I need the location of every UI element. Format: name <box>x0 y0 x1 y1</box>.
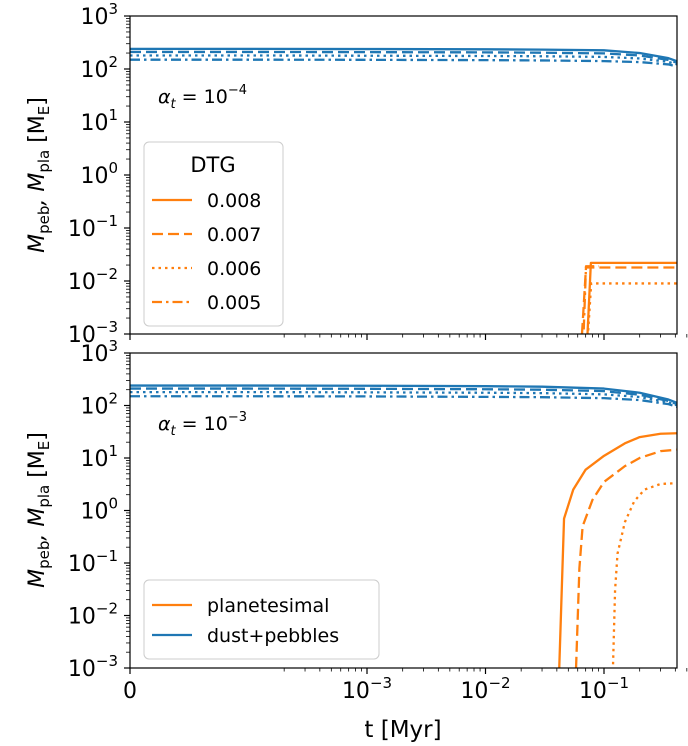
bottom-y-axis: 103 102 101 100 10−1 10−2 10−3 <box>68 337 130 682</box>
top-ytick-label: 10−1 <box>68 212 118 242</box>
top-ytick-label: 10−2 <box>68 265 118 295</box>
bottom-ytick-label: 102 <box>80 390 118 420</box>
top-legend-box <box>143 141 284 327</box>
top-line-planetesimal-0.008 <box>586 261 677 334</box>
top-ylabel: Mpeb, Mpla [ME] <box>25 97 53 253</box>
top-legend-title: DTG <box>190 153 235 177</box>
bottom-line-planetesimal-0.006 <box>611 481 677 668</box>
bottom-ytick-label: 10−1 <box>68 547 118 577</box>
bottom-xlabel: t [Myr] <box>364 717 441 743</box>
top-line-dust-pebbles-0.008 <box>130 47 677 63</box>
bottom-line-dust-pebbles-0.008 <box>130 384 677 405</box>
top-legend: DTG 0.008 0.007 0.006 0.005 <box>143 141 284 327</box>
top-x-ticks <box>129 334 688 340</box>
top-series-group <box>130 47 677 334</box>
top-ytick-label: 100 <box>80 159 118 189</box>
bottom-line-planetesimal-0.007 <box>574 448 677 668</box>
top-legend-label: 0.006 <box>207 258 261 280</box>
bottom-legend-box <box>143 579 380 660</box>
top-panel: 103 102 101 100 10−1 10−2 10−3 αt = 10−4 Mpeb,… <box>25 0 688 348</box>
bottom-xtick-label: 10−3 <box>342 674 392 704</box>
top-ytick-label: 102 <box>80 53 118 83</box>
bottom-annotation: αt = 10−3 <box>158 410 247 439</box>
top-legend-label: 0.005 <box>207 292 261 314</box>
bottom-series-group <box>130 384 677 668</box>
bottom-ytick-label: 103 <box>80 337 118 367</box>
bottom-ytick-label: 10−3 <box>68 652 118 682</box>
bottom-xtick-label: 10−2 <box>460 674 510 704</box>
top-ytick-label: 10−3 <box>68 318 118 348</box>
bottom-ytick-label: 10−2 <box>68 600 118 630</box>
top-line-planetesimal-0.007 <box>580 266 677 334</box>
bottom-line-dust-pebbles-0.007 <box>130 387 677 406</box>
bottom-xtick-label: 0 <box>123 679 137 704</box>
bottom-legend-label: dust+pebbles <box>207 625 339 647</box>
top-legend-label: 0.008 <box>207 190 261 212</box>
top-ytick-label: 103 <box>80 0 118 30</box>
top-line-dust-pebbles-0.007 <box>130 50 677 64</box>
bottom-ylabel: Mpeb, Mpla [ME] <box>25 432 53 588</box>
bottom-xtick-label: 10−1 <box>579 674 629 704</box>
bottom-legend: planetesimal dust+pebbles <box>143 579 380 660</box>
bottom-line-planetesimal-0.008 <box>558 432 677 668</box>
top-ytick-label: 101 <box>80 106 118 136</box>
top-legend-label: 0.007 <box>207 224 261 246</box>
bottom-legend-label: planetesimal <box>207 595 329 617</box>
top-annotation: αt = 10−4 <box>158 83 247 112</box>
bottom-ytick-label: 101 <box>80 442 118 472</box>
bottom-ytick-label: 100 <box>80 495 118 525</box>
top-line-planetesimal-0.006 <box>586 282 677 334</box>
top-line-planetesimal-0.005 <box>582 265 599 334</box>
top-y-axis: 103 102 101 100 10−1 10−2 10−3 <box>68 0 130 348</box>
